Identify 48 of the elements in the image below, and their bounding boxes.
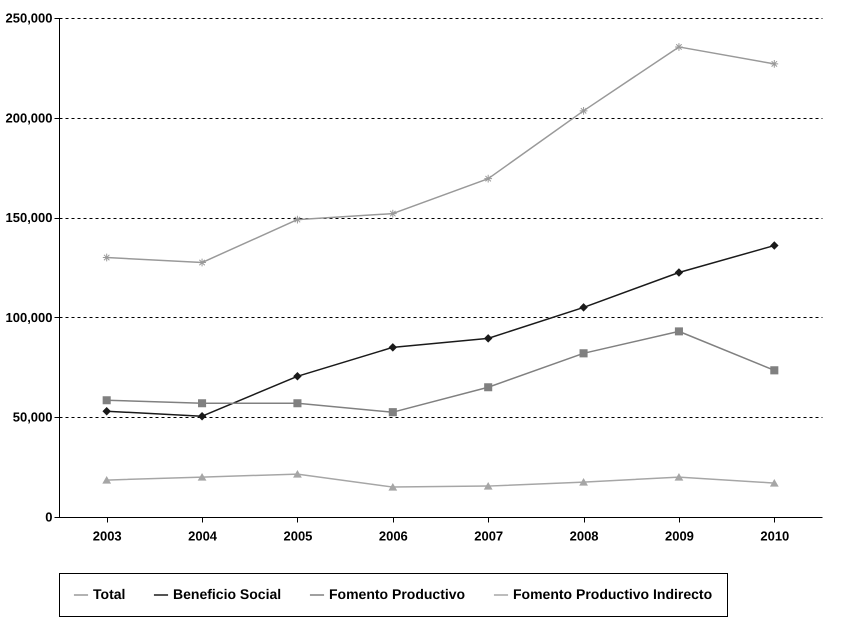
point: [102, 407, 111, 416]
point: [674, 327, 683, 336]
legend-label: Fomento Productivo Indirecto: [513, 586, 712, 602]
point: [388, 209, 398, 218]
point: [484, 383, 492, 392]
point: [770, 366, 778, 374]
y-tick-label: 0: [45, 510, 52, 524]
point: [770, 242, 778, 250]
legend-label: Fomento Productivo: [329, 586, 466, 602]
legend-label: Beneficio Social: [173, 586, 282, 602]
x-tick-label: 2007: [474, 528, 504, 544]
point: [102, 396, 111, 404]
x-tick-label: 2006: [378, 528, 408, 544]
point: [674, 42, 684, 52]
point: [674, 268, 683, 277]
point: [770, 480, 778, 487]
x-tick-label: 2005: [283, 528, 312, 544]
point: [388, 484, 397, 491]
point: [198, 412, 206, 420]
point: [580, 478, 588, 486]
point: [674, 474, 683, 481]
point: [579, 106, 588, 116]
point: [388, 343, 397, 352]
y-tick-label: 250,000: [6, 10, 52, 26]
point: [388, 408, 397, 416]
point: [484, 174, 493, 184]
y-tick-label: 200,000: [6, 110, 52, 126]
legend-label: Total: [93, 586, 126, 602]
point: [102, 476, 111, 484]
y-tick-label: 50,000: [12, 410, 52, 425]
x-tick-label: 2009: [664, 528, 694, 544]
point: [580, 349, 588, 358]
point: [484, 482, 492, 490]
point: [198, 474, 206, 481]
x-tick-label: 2008: [570, 528, 599, 544]
point: [580, 303, 588, 312]
x-tick-label: 2004: [188, 528, 218, 544]
point: [293, 215, 302, 224]
y-tick-label: 150,000: [6, 210, 52, 226]
point: [293, 399, 302, 408]
x-tick-label: 2010: [760, 528, 790, 544]
point: [293, 470, 302, 478]
point: [198, 399, 206, 408]
point: [770, 60, 779, 68]
point: [484, 334, 492, 342]
x-tick-label: 2003: [92, 528, 122, 544]
point: [293, 372, 302, 380]
y-tick-label: 100,000: [6, 310, 52, 325]
